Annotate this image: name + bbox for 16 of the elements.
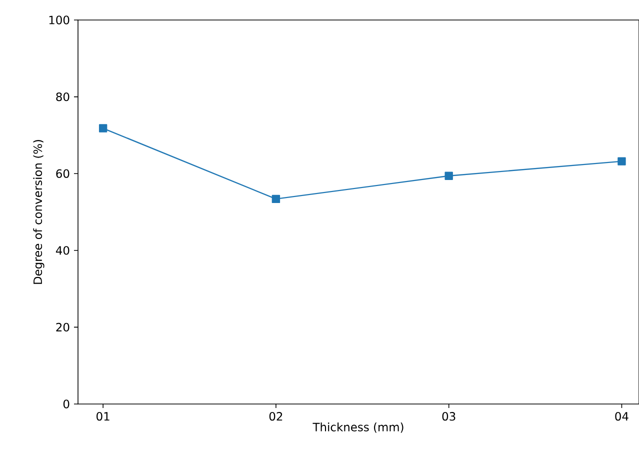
y-tick-label: 60 — [56, 169, 70, 178]
y-tick-label: 80 — [56, 92, 70, 102]
point — [272, 194, 280, 204]
y-tick-label: 100 — [49, 16, 70, 24]
x-tick-label: 02 — [269, 412, 282, 421]
y-tick-label: 20 — [56, 322, 70, 332]
x-tick-label: 04 — [615, 412, 628, 421]
point — [618, 157, 626, 166]
x-tick-label: 03 — [442, 412, 456, 421]
x-axis-title: Thickness (mm) — [312, 422, 404, 433]
x-tick-label: 01 — [96, 412, 110, 421]
point — [98, 124, 108, 132]
point — [444, 172, 453, 180]
y-axis-title: Degree of conversion (%) — [33, 140, 44, 284]
y-tick-label: 0 — [63, 400, 70, 408]
y-tick-label: 40 — [56, 246, 70, 255]
